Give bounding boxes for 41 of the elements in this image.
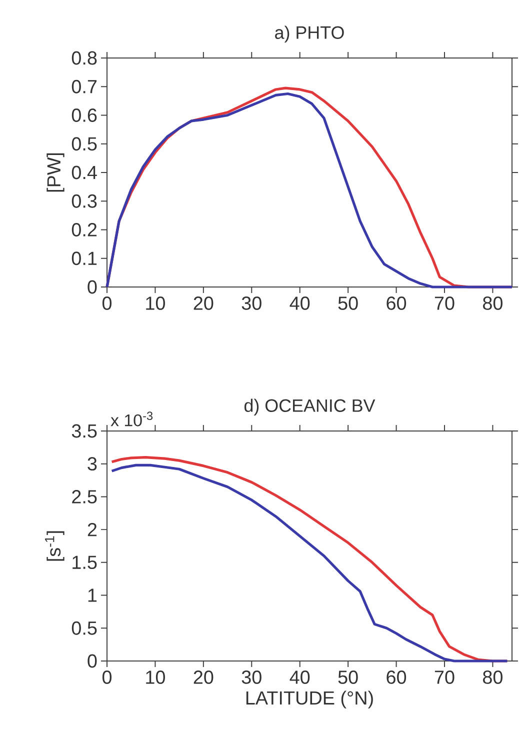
x-tick-label: 80 (483, 670, 503, 684)
x-tick-label: 10 (146, 296, 166, 310)
x-tick-label: 30 (242, 296, 262, 310)
y-axis-title: [PW] (46, 153, 65, 192)
chart-title: a) PHTO (275, 26, 344, 42)
y-tick-label: 0.2 (72, 223, 97, 236)
y-tick-label: 0.8 (72, 51, 97, 65)
y-tick-label: 0.6 (72, 108, 97, 122)
y-tick-label: 0 (88, 654, 97, 668)
x-tick-label: 70 (435, 296, 455, 310)
y-axis-title: [s$^{-1}$] (45, 531, 65, 561)
y-tick-label: 0.3 (72, 194, 97, 208)
y-tick-label: 0.1 (72, 252, 97, 266)
x-tick-label: 0 (102, 670, 112, 684)
x-tick-label: 0 (102, 296, 112, 310)
y-tick-label: 3.5 (72, 424, 97, 438)
x-axis-title: LATITUDE (°N) (246, 690, 374, 708)
x-tick-label: 20 (194, 670, 214, 684)
y-tick-label: 0.5 (72, 137, 97, 151)
x-tick-label: 40 (290, 670, 310, 684)
x-tick-label: 40 (290, 296, 310, 310)
y-tick-label: 1 (88, 588, 97, 602)
x-tick-label: 30 (242, 670, 262, 684)
text: x 10$^{-3}$ (110, 412, 153, 426)
x-tick-label: 70 (435, 670, 455, 684)
x-tick-label: 80 (483, 296, 503, 310)
x-tick-label: 10 (146, 670, 166, 684)
y-tick-label: 2.5 (72, 490, 97, 504)
y-tick-label: 2 (88, 522, 97, 536)
x-tick-label: 20 (194, 296, 214, 310)
y-tick-label: 0.5 (72, 621, 97, 635)
x-tick-label: 50 (338, 670, 358, 684)
y-tick-label: 1.5 (72, 556, 97, 570)
x-tick-label: 60 (386, 670, 406, 684)
chart-title: d) OCEANIC BV (244, 398, 376, 416)
x-tick-label: 60 (386, 296, 406, 310)
y-tick-label: 0 (88, 280, 97, 294)
x-tick-label: 50 (338, 296, 358, 310)
y-tick-label: 0.7 (72, 80, 97, 94)
y-tick-label: 0.4 (72, 166, 98, 180)
y-tick-label: 3 (88, 457, 97, 471)
